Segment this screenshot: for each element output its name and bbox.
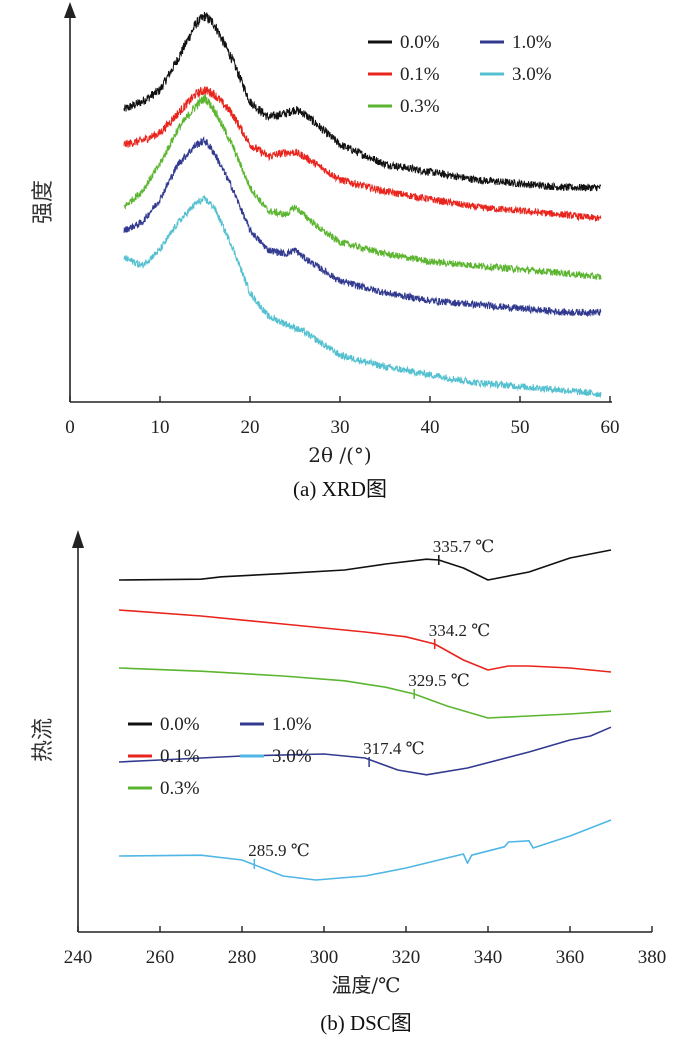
dsc-series-line-3-0 <box>118 819 612 881</box>
xrd-series <box>123 11 602 398</box>
dsc-onset-label: 285.9 ℃ <box>248 841 310 860</box>
dsc-annotations: 335.7 ℃ 334.2 ℃ 329.5 ℃ 317.4 ℃ 285.9 ℃ <box>248 537 494 869</box>
dsc-series-line-1-0 <box>118 726 612 776</box>
dsc-legend-label-0-0: 0.0% <box>160 714 200 735</box>
xrd-series-line-0-3 <box>123 94 602 281</box>
dsc-x-tick-label: 380 <box>638 947 667 968</box>
dsc-x-tick-label: 280 <box>228 947 257 968</box>
xrd-series-line-0-0 <box>123 11 602 192</box>
xrd-y-label: 强度 <box>31 180 56 224</box>
xrd-legend-label-0-3: 0.3% <box>400 96 440 117</box>
dsc-onset-label: 329.5 ℃ <box>408 671 470 690</box>
dsc-series <box>118 549 612 881</box>
dsc-legend: 0.0% 1.0% 0.1% 3.0% 0.3% <box>128 714 312 799</box>
xrd-series-line-1-0 <box>123 136 602 318</box>
dsc-legend-label-3-0: 3.0% <box>272 746 312 767</box>
xrd-y-axis-arrow <box>64 2 76 18</box>
xrd-x-ticks: 0 10 20 30 40 50 60 <box>65 396 620 438</box>
xrd-chart: 0 10 20 30 40 50 60 0.0% 1.0% 0.1% 3.0% 0.3% 强度 2θ… <box>31 2 620 501</box>
dsc-onset-label: 334.2 ℃ <box>429 621 491 640</box>
xrd-x-tick-label: 50 <box>511 417 530 438</box>
xrd-legend-label-1-0: 1.0% <box>512 32 552 53</box>
dsc-y-label: 热流 <box>31 718 56 762</box>
xrd-x-tick-label: 20 <box>241 417 260 438</box>
dsc-x-tick-label: 260 <box>146 947 175 968</box>
dsc-legend-label-0-3: 0.3% <box>160 778 200 799</box>
dsc-caption: (b) DSC图 <box>320 1011 412 1035</box>
xrd-series-line-0-1 <box>123 85 602 222</box>
dsc-series-line-0-3 <box>118 667 612 719</box>
dsc-x-tick-label: 340 <box>474 947 503 968</box>
dsc-x-tick-label: 320 <box>392 947 421 968</box>
dsc-x-tick-label: 360 <box>556 947 585 968</box>
dsc-onset-label: 335.7 ℃ <box>433 537 495 556</box>
dsc-x-tick-label: 240 <box>64 947 93 968</box>
dsc-legend-label-1-0: 1.0% <box>272 714 312 735</box>
xrd-x-tick-label: 30 <box>331 417 350 438</box>
xrd-caption: (a) XRD图 <box>293 477 387 501</box>
xrd-legend-label-0-1: 0.1% <box>400 64 440 85</box>
xrd-x-tick-label: 40 <box>421 417 440 438</box>
xrd-x-label: 2θ /(°) <box>308 443 371 467</box>
dsc-x-ticks: 240 260 280 300 320 340 360 380 <box>64 926 667 968</box>
dsc-series-line-0-1 <box>118 609 612 673</box>
dsc-x-label: 温度/℃ <box>331 973 400 997</box>
xrd-legend-label-0-0: 0.0% <box>400 32 440 53</box>
dsc-y-axis-arrow <box>72 530 84 548</box>
xrd-series-line-3-0 <box>123 194 602 398</box>
xrd-x-tick-label: 60 <box>601 417 620 438</box>
xrd-legend-label-3-0: 3.0% <box>512 64 552 85</box>
dsc-legend-label-0-1: 0.1% <box>160 746 200 767</box>
xrd-legend: 0.0% 1.0% 0.1% 3.0% 0.3% <box>368 32 552 117</box>
xrd-x-tick-label: 0 <box>65 417 75 438</box>
dsc-onset-label: 317.4 ℃ <box>363 739 425 758</box>
dsc-series-line-0-0 <box>118 549 612 581</box>
dsc-x-tick-label: 300 <box>310 947 339 968</box>
xrd-x-tick-label: 10 <box>151 417 170 438</box>
